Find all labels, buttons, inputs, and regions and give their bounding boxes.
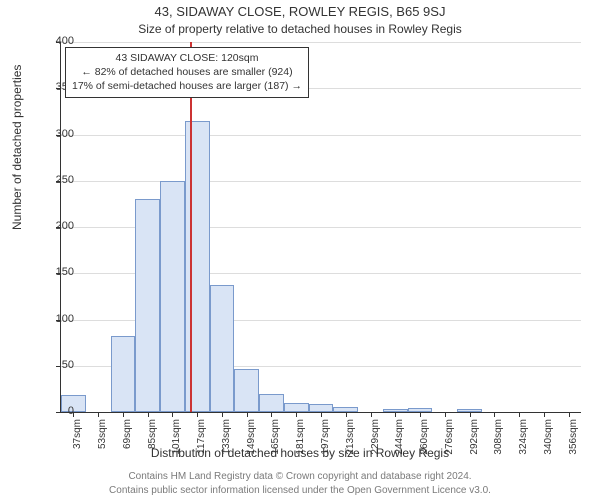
xtick-mark <box>222 412 223 417</box>
xtick-label: 324sqm <box>518 419 529 459</box>
histogram-bar <box>210 285 235 412</box>
xtick-label: 260sqm <box>419 419 430 459</box>
ytick-label: 150 <box>34 266 74 278</box>
xtick-mark <box>346 412 347 417</box>
xtick-mark <box>197 412 198 417</box>
xtick-mark <box>371 412 372 417</box>
xtick-label: 133sqm <box>221 419 232 459</box>
histogram-bar <box>160 181 185 412</box>
ytick-label: 200 <box>34 220 74 232</box>
annotation-box: 43 SIDAWAY CLOSE: 120sqm← 82% of detache… <box>65 47 309 98</box>
y-axis-label: Number of detached properties <box>10 65 24 230</box>
ytick-label: 300 <box>34 128 74 140</box>
xtick-label: 356sqm <box>568 419 579 459</box>
ytick-label: 50 <box>34 359 74 371</box>
xtick-mark <box>470 412 471 417</box>
xtick-label: 37sqm <box>72 419 83 459</box>
chart-title-main: 43, SIDAWAY CLOSE, ROWLEY REGIS, B65 9SJ <box>0 4 600 19</box>
xtick-label: 229sqm <box>370 419 381 459</box>
chart-container: 43, SIDAWAY CLOSE, ROWLEY REGIS, B65 9SJ… <box>0 0 600 500</box>
histogram-bar <box>135 199 160 412</box>
xtick-label: 101sqm <box>171 419 182 459</box>
xtick-label: 117sqm <box>196 419 207 459</box>
ytick-label: 400 <box>34 35 74 47</box>
histogram-bar <box>309 404 334 412</box>
xtick-mark <box>544 412 545 417</box>
annotation-line: 43 SIDAWAY CLOSE: 120sqm <box>72 51 302 65</box>
xtick-label: 85sqm <box>147 419 158 459</box>
xtick-label: 308sqm <box>493 419 504 459</box>
xtick-label: 244sqm <box>394 419 405 459</box>
xtick-mark <box>519 412 520 417</box>
xtick-label: 181sqm <box>295 419 306 459</box>
grid-line <box>61 181 581 182</box>
xtick-label: 340sqm <box>543 419 554 459</box>
xtick-mark <box>98 412 99 417</box>
xtick-label: 197sqm <box>320 419 331 459</box>
xtick-mark <box>494 412 495 417</box>
xtick-label: 69sqm <box>122 419 133 459</box>
grid-line <box>61 42 581 43</box>
histogram-bar <box>185 121 210 412</box>
xtick-label: 213sqm <box>345 419 356 459</box>
histogram-bar <box>259 394 284 413</box>
xtick-mark <box>296 412 297 417</box>
ytick-label: 250 <box>34 174 74 186</box>
grid-line <box>61 135 581 136</box>
footer-line-1: Contains HM Land Registry data © Crown c… <box>0 471 600 482</box>
xtick-label: 165sqm <box>270 419 281 459</box>
footer-line-2: Contains public sector information licen… <box>0 485 600 496</box>
xtick-label: 276sqm <box>444 419 455 459</box>
chart-title-sub: Size of property relative to detached ho… <box>0 22 600 36</box>
xtick-mark <box>445 412 446 417</box>
xtick-mark <box>247 412 248 417</box>
xtick-mark <box>123 412 124 417</box>
xtick-label: 149sqm <box>246 419 257 459</box>
annotation-line: ← 82% of detached houses are smaller (92… <box>72 65 302 79</box>
xtick-mark <box>148 412 149 417</box>
histogram-bar <box>111 336 136 412</box>
xtick-mark <box>271 412 272 417</box>
histogram-bar <box>234 369 259 412</box>
xtick-label: 292sqm <box>469 419 480 459</box>
xtick-mark <box>569 412 570 417</box>
histogram-bar <box>284 403 309 412</box>
xtick-mark <box>172 412 173 417</box>
xtick-mark <box>321 412 322 417</box>
plot-area <box>60 42 581 413</box>
xtick-mark <box>395 412 396 417</box>
ytick-label: 100 <box>34 313 74 325</box>
xtick-mark <box>420 412 421 417</box>
xtick-label: 53sqm <box>97 419 108 459</box>
ytick-label: 0 <box>34 405 74 417</box>
annotation-line: 17% of semi-detached houses are larger (… <box>72 79 302 93</box>
